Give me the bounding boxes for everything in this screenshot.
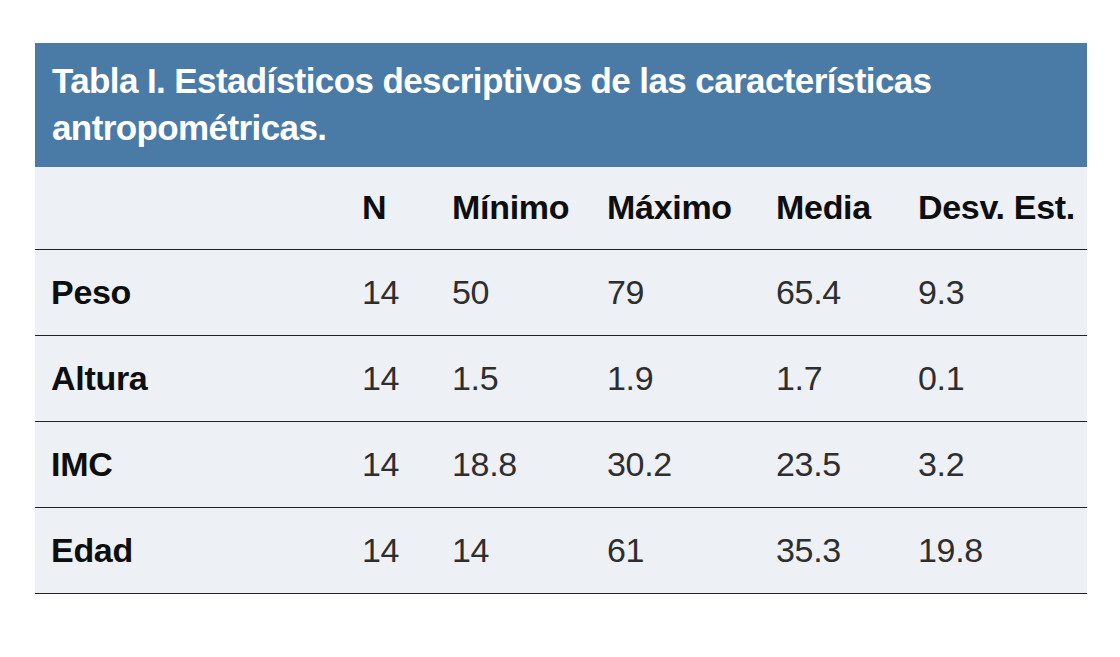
header-row: N Mínimo Máximo Media Desv. Est. [35, 167, 1087, 249]
cell-value: 3.2 [902, 421, 1087, 507]
table-row-imc: IMC 14 18.8 30.2 23.5 3.2 [35, 421, 1087, 507]
header-cell-media: Media [760, 167, 902, 249]
cell-value: 35.3 [760, 507, 902, 593]
header-cell-n: N [346, 167, 436, 249]
cell-value: 30.2 [591, 421, 760, 507]
header-cell-label [35, 167, 346, 249]
cell-value: 1.9 [591, 335, 760, 421]
cell-value: 14 [436, 507, 591, 593]
table-row-edad: Edad 14 14 61 35.3 19.8 [35, 507, 1087, 593]
cell-value: 1.5 [436, 335, 591, 421]
table-body: Peso 14 50 79 65.4 9.3 Altura 14 1.5 1.9… [35, 249, 1087, 593]
header-cell-desv-est: Desv. Est. [902, 167, 1087, 249]
cell-value: 14 [346, 421, 436, 507]
cell-value: 61 [591, 507, 760, 593]
cell-value: 9.3 [902, 249, 1087, 335]
table-title: Tabla I. Estadísticos descriptivos de la… [52, 61, 931, 147]
cell-value: 14 [346, 507, 436, 593]
cell-value: 14 [346, 249, 436, 335]
row-label: Peso [35, 249, 346, 335]
table-header: N Mínimo Máximo Media Desv. Est. [35, 167, 1087, 249]
cell-value: 23.5 [760, 421, 902, 507]
row-label: Edad [35, 507, 346, 593]
cell-value: 18.8 [436, 421, 591, 507]
header-cell-minimo: Mínimo [436, 167, 591, 249]
header-cell-maximo: Máximo [591, 167, 760, 249]
cell-value: 79 [591, 249, 760, 335]
cell-value: 65.4 [760, 249, 902, 335]
row-label: Altura [35, 335, 346, 421]
table-row-peso: Peso 14 50 79 65.4 9.3 [35, 249, 1087, 335]
cell-value: 1.7 [760, 335, 902, 421]
cell-value: 50 [436, 249, 591, 335]
table-row-altura: Altura 14 1.5 1.9 1.7 0.1 [35, 335, 1087, 421]
table-panel: Tabla I. Estadísticos descriptivos de la… [35, 43, 1087, 594]
table-title-bar: Tabla I. Estadísticos descriptivos de la… [35, 43, 1087, 167]
row-label: IMC [35, 421, 346, 507]
cell-value: 14 [346, 335, 436, 421]
page: Tabla I. Estadísticos descriptivos de la… [0, 0, 1120, 657]
stats-table: N Mínimo Máximo Media Desv. Est. Peso 14… [35, 167, 1087, 594]
cell-value: 0.1 [902, 335, 1087, 421]
cell-value: 19.8 [902, 507, 1087, 593]
